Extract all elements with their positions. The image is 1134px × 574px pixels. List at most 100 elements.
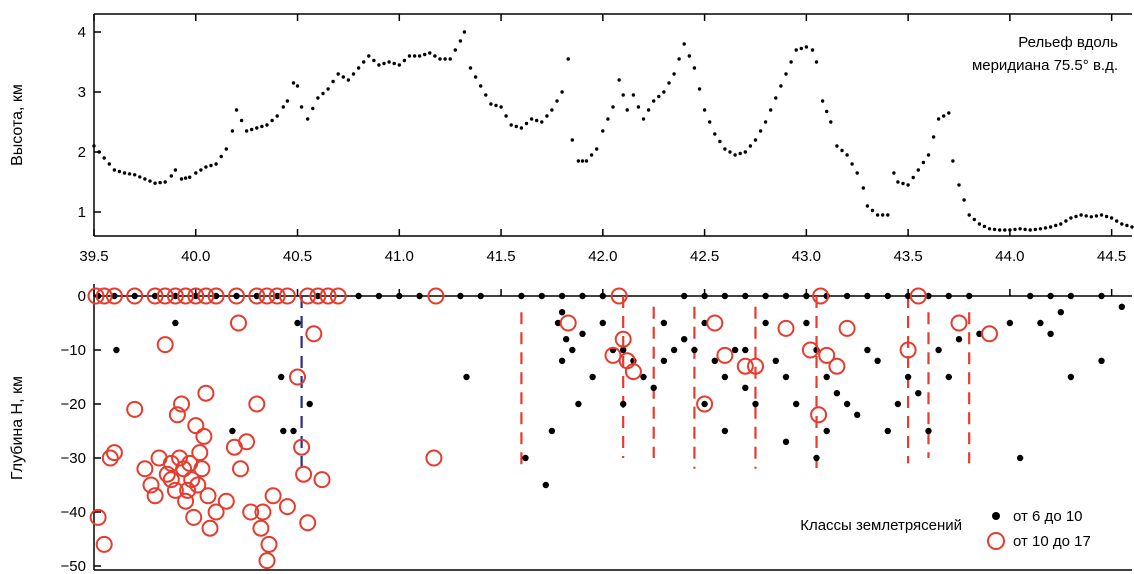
relief-point <box>448 57 452 61</box>
quake-small <box>803 319 810 327</box>
quake-small <box>589 373 596 381</box>
quake-large <box>168 406 186 424</box>
depth-y-tick-label: −40 <box>61 504 86 521</box>
relief-y-tick-label: 4 <box>78 24 86 41</box>
quake-small <box>864 346 871 354</box>
relief-point <box>977 222 982 226</box>
quake-large <box>299 514 317 532</box>
quake-small <box>306 400 313 408</box>
relief-point <box>1003 228 1007 232</box>
relief-point <box>931 135 936 139</box>
legend-label-large: от 10 до 17 <box>1013 533 1091 550</box>
quake-small <box>569 346 576 354</box>
relief-point <box>1013 227 1017 232</box>
quake-small <box>1067 373 1075 381</box>
relief-point <box>183 176 188 180</box>
quake-small <box>1047 292 1054 300</box>
relief-point <box>576 159 581 163</box>
quake-small <box>782 373 790 381</box>
quake-small <box>1027 292 1034 300</box>
quake-small <box>1118 303 1126 310</box>
relief-point <box>702 108 707 112</box>
quake-large <box>105 444 123 462</box>
quake-large <box>146 287 164 305</box>
quake-large <box>187 287 205 305</box>
relief-point <box>611 105 615 109</box>
quake-large <box>175 460 193 478</box>
relief-point <box>779 84 783 88</box>
quake-small <box>925 427 932 435</box>
relief-point <box>316 96 320 100</box>
quake-large <box>197 287 215 305</box>
relief-point <box>625 108 629 112</box>
quake-small <box>660 357 668 364</box>
quake-small <box>229 427 236 435</box>
quake-large <box>228 287 245 305</box>
quake-large <box>156 336 174 354</box>
quake-small <box>884 292 891 300</box>
relief-point <box>265 123 269 127</box>
quake-small <box>558 292 566 300</box>
relief-point <box>239 118 244 123</box>
relief-point <box>545 114 549 118</box>
relief-point <box>443 57 447 61</box>
quake-small <box>762 319 769 327</box>
relief-point <box>524 121 529 126</box>
relief-point <box>295 84 300 88</box>
quake-large <box>179 481 197 499</box>
relief-point <box>631 93 636 97</box>
relief-annotation-line-1: Рельеф вдоль <box>1018 34 1118 51</box>
relief-point <box>595 147 599 151</box>
relief-point <box>896 180 900 184</box>
relief-point <box>1094 214 1099 218</box>
relief-point <box>219 154 223 159</box>
relief-point <box>179 177 184 181</box>
quake-large <box>177 492 195 510</box>
relief-point <box>453 48 457 52</box>
quake-small <box>782 292 790 300</box>
depth-y-tick-label: 0 <box>78 288 86 305</box>
relief-point <box>392 61 396 66</box>
relief-point <box>1023 227 1027 232</box>
relief-point <box>107 162 112 166</box>
quake-small <box>762 292 769 300</box>
quake-large <box>610 287 628 305</box>
quake-large <box>187 417 205 435</box>
quake-large <box>193 460 211 478</box>
quake-small <box>274 292 281 300</box>
relief-point <box>901 181 905 186</box>
relief-point <box>861 186 865 190</box>
relief-point <box>636 105 641 109</box>
quake-large <box>95 535 113 553</box>
legend: Классы землетрясений от 6 до 10 от 10 до… <box>800 508 1091 550</box>
relief-point <box>947 111 951 115</box>
quake-large <box>950 314 968 332</box>
relief-point <box>214 162 218 166</box>
relief-point <box>1099 213 1104 217</box>
quake-large <box>171 449 188 467</box>
relief-point <box>412 54 417 58</box>
relief-point <box>763 120 768 124</box>
quake-small <box>670 346 678 354</box>
depth-y-tick-label: −30 <box>61 450 86 467</box>
quake-small <box>731 346 739 354</box>
quake-small <box>290 427 297 435</box>
quake-small <box>280 427 287 435</box>
relief-point <box>514 124 518 129</box>
relief-point <box>117 169 122 174</box>
quake-small <box>650 384 657 391</box>
quake-large <box>183 471 201 489</box>
legend-label-small: от 6 до 10 <box>1013 508 1083 525</box>
relief-point <box>402 58 407 63</box>
quake-large <box>838 319 856 337</box>
quake-small <box>131 292 138 300</box>
quake-small <box>782 438 790 445</box>
quake-small <box>681 336 688 343</box>
relief-point <box>169 174 173 178</box>
relief-point <box>886 213 890 217</box>
quake-small <box>823 427 830 435</box>
relief-point <box>850 162 854 166</box>
relief-point <box>188 175 192 179</box>
quake-large <box>238 433 256 451</box>
quake-small <box>904 292 912 300</box>
